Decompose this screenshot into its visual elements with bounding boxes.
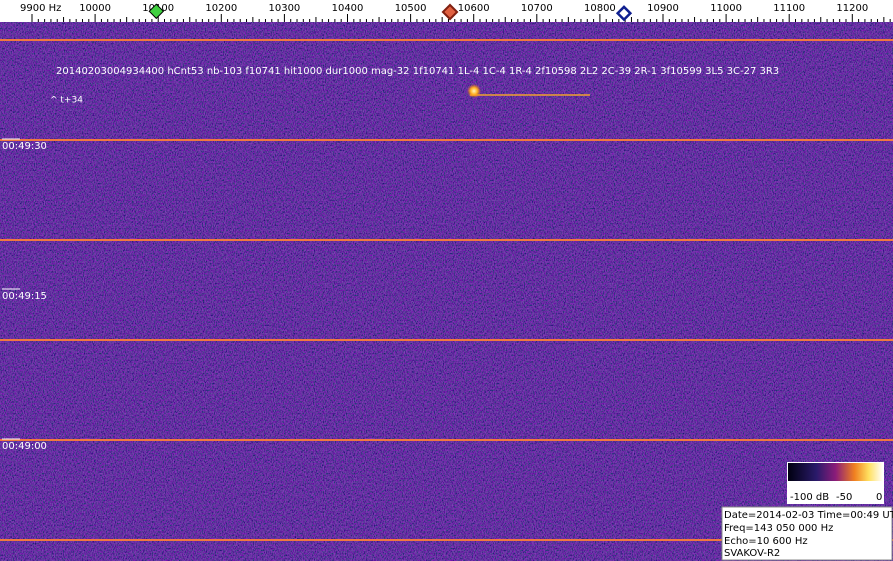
info-background bbox=[721, 506, 893, 561]
x-tick-label: 10600 bbox=[458, 3, 490, 14]
marker-green[interactable] bbox=[148, 3, 165, 20]
offset-text: ^ t+34 bbox=[50, 96, 83, 106]
colorbar-label: -50 bbox=[836, 492, 852, 503]
time-label: 00:49:00 bbox=[2, 441, 47, 452]
colorbar-label: -100 dB bbox=[790, 492, 829, 503]
info-line: SVAKOV-R2 bbox=[724, 548, 780, 559]
colorbar: -100 dB -50 0 bbox=[787, 462, 884, 504]
x-tick-label: 11200 bbox=[836, 3, 868, 14]
meteor-echo bbox=[467, 84, 481, 98]
time-lines bbox=[0, 39, 893, 541]
x-tick-label: 11000 bbox=[710, 3, 742, 14]
colorbar-label: 0 bbox=[876, 492, 882, 503]
info-line: Date=2014-02-03 Time=00:49 UTC bbox=[724, 510, 893, 521]
x-tick-label: 10200 bbox=[205, 3, 237, 14]
x-tick-label: 10800 bbox=[584, 3, 616, 14]
marker-red[interactable] bbox=[441, 3, 459, 21]
x-tick-label: 10300 bbox=[268, 3, 300, 14]
info-line: Echo=10 600 Hz bbox=[724, 536, 808, 547]
marker-blue[interactable] bbox=[615, 5, 633, 22]
time-labels: 00:49:30 00:49:15 00:49:00 bbox=[2, 138, 47, 452]
colorbar-gradient bbox=[788, 463, 883, 481]
x-tick-label: 10700 bbox=[521, 3, 553, 14]
info-line: Freq=143 050 000 Hz bbox=[724, 523, 833, 534]
detection-text: 20140203004934400 hCnt53 nb-103 f10741 h… bbox=[56, 66, 779, 77]
x-tick-label: 10400 bbox=[332, 3, 364, 14]
x-tick-label: 10500 bbox=[395, 3, 427, 14]
x-tick-label: 10000 bbox=[79, 3, 111, 14]
time-label: 00:49:30 bbox=[2, 141, 47, 152]
x-tick-label: 10900 bbox=[647, 3, 679, 14]
time-label: 00:49:15 bbox=[2, 291, 47, 302]
info-box: Date=2014-02-03 Time=00:49 UTC Freq=143 … bbox=[721, 506, 893, 561]
spectrogram-noise bbox=[0, 22, 893, 561]
frequency-axis: 9900 Hz 10000101001020010300104001050010… bbox=[0, 0, 893, 22]
markers bbox=[148, 3, 633, 22]
x-tick-label: 11100 bbox=[773, 3, 805, 14]
axis-unit-label: 9900 Hz bbox=[20, 3, 61, 14]
